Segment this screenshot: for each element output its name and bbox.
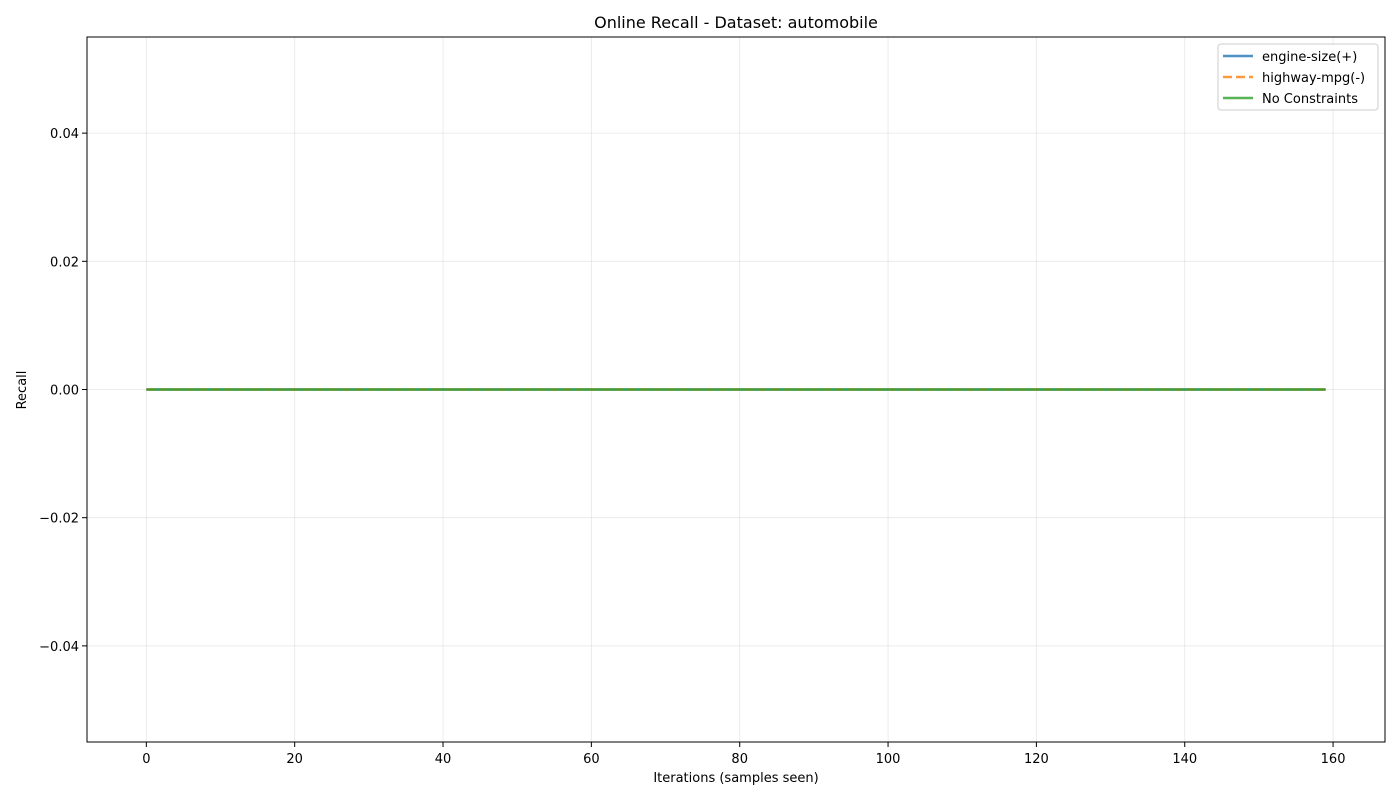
- legend-label-1: engine-size(+): [1262, 50, 1357, 65]
- x-axis-title: Iterations (samples seen): [653, 771, 818, 786]
- x-tick-label: 100: [876, 752, 901, 767]
- legend-box: [1217, 43, 1379, 111]
- y-tick-label: 0.00: [50, 384, 79, 399]
- y-axis-title: Recall: [15, 371, 30, 410]
- y-axis-ticks: 0.04 0.02 0.00 −0.02 −0.04: [39, 127, 87, 655]
- chart-title: Online Recall - Dataset: automobile: [594, 13, 878, 32]
- y-tick-label: −0.02: [39, 512, 79, 527]
- legend-items: engine-size(+) highway-mpg(-) No Constrain…: [1223, 50, 1365, 107]
- y-tick-label: 0.02: [50, 255, 79, 270]
- x-axis-ticks: 0 20 40 60 80 100 120 140 160: [142, 742, 1345, 767]
- y-tick-label: 0.04: [50, 127, 79, 142]
- x-tick-label: 160: [1321, 752, 1346, 767]
- x-tick-label: 0: [142, 752, 150, 767]
- x-tick-label: 60: [583, 752, 600, 767]
- legend: engine-size(+) highway-mpg(-) No Constrain…: [1217, 43, 1379, 111]
- legend-label-2: highway-mpg(-): [1262, 71, 1365, 86]
- x-tick-label: 140: [1172, 752, 1197, 767]
- x-tick-label: 20: [286, 752, 303, 767]
- x-tick-label: 120: [1024, 752, 1049, 767]
- legend-label-3: No Constraints: [1262, 92, 1358, 107]
- x-tick-label: 80: [731, 752, 748, 767]
- x-tick-label: 40: [435, 752, 452, 767]
- y-tick-label: −0.04: [39, 640, 79, 655]
